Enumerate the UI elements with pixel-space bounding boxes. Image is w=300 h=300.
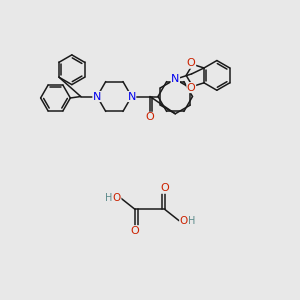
Text: O: O bbox=[112, 193, 121, 202]
Text: H: H bbox=[105, 193, 112, 202]
Text: N: N bbox=[128, 92, 136, 101]
Text: O: O bbox=[180, 216, 188, 226]
Text: O: O bbox=[146, 112, 154, 122]
Text: H: H bbox=[188, 216, 195, 226]
Text: O: O bbox=[160, 183, 169, 193]
Text: O: O bbox=[187, 58, 196, 68]
Text: O: O bbox=[131, 226, 140, 236]
Text: N: N bbox=[171, 74, 179, 84]
Text: N: N bbox=[93, 92, 101, 101]
Text: O: O bbox=[187, 82, 196, 93]
